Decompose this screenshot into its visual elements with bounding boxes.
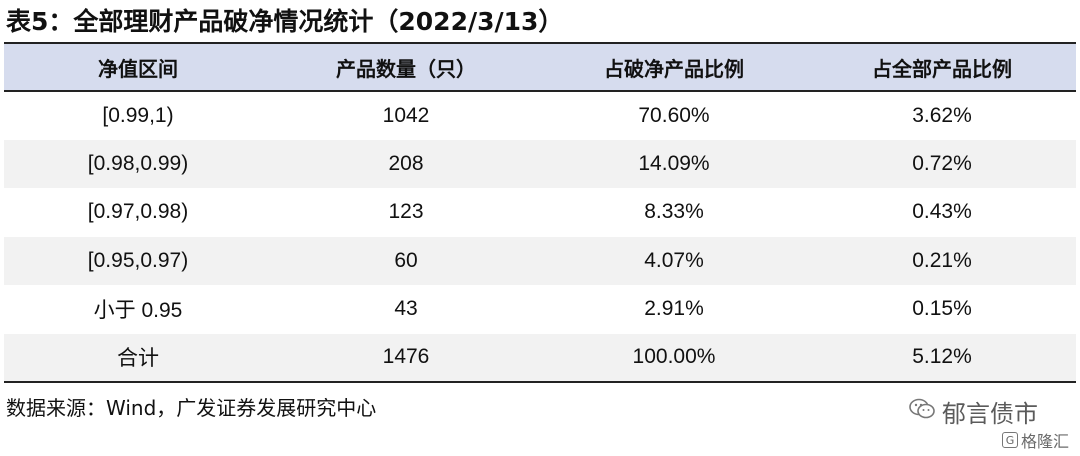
- watermark-brand: G 格隆汇: [1002, 428, 1069, 452]
- table-cell: 0.21%: [912, 248, 972, 272]
- table-cell: [0.97,0.98): [87, 200, 189, 224]
- table-cell: 5.12%: [808, 333, 1076, 383]
- table-cell: 3.62%: [912, 103, 972, 127]
- table-cell: 0.43%: [912, 200, 972, 224]
- table-cell: 4.07%: [644, 248, 704, 272]
- table-title: 表5：全部理财产品破净情况统计（2022/3/13）: [6, 7, 564, 36]
- brand-logo-icon: G: [1002, 432, 1018, 448]
- table-cell: [0.98,0.99): [87, 151, 189, 175]
- table-row: 小于 0.95 43 2.91% 0.15%: [4, 285, 1076, 334]
- table-row-total: 合计 1476 100.00% 5.12%: [4, 333, 1076, 383]
- data-table: 净值区间 产品数量（只） 占破净产品比例 占全部产品比例 [0.99,1) 10…: [4, 42, 1076, 383]
- column-header-nav-range: 净值区间: [4, 42, 272, 92]
- table-cell: 123: [388, 200, 424, 224]
- watermark-account: 郁言债市: [908, 394, 1038, 429]
- source-note: 数据来源：Wind，广发证券发展研究中心: [6, 396, 377, 420]
- watermark-account-name: 郁言债市: [942, 400, 1038, 428]
- table-row: [0.99,1) 1042 70.60% 3.62%: [4, 91, 1076, 140]
- table-cell: 43: [394, 297, 418, 321]
- column-header-product-count: 产品数量（只）: [272, 42, 540, 92]
- table-row: [0.98,0.99) 208 14.09% 0.72%: [4, 139, 1076, 188]
- column-header-share-of-below-par: 占破净产品比例: [540, 42, 808, 92]
- data-table-container: 净值区间 产品数量（只） 占破净产品比例 占全部产品比例 [0.99,1) 10…: [4, 42, 1076, 383]
- table-cell: 208: [388, 151, 424, 175]
- table-cell: 100.00%: [540, 333, 808, 383]
- table-cell: 小于 0.95: [93, 299, 183, 323]
- table-cell: 8.33%: [644, 200, 704, 224]
- table-cell: [0.95,0.97): [87, 248, 189, 272]
- table-cell: 2.91%: [644, 297, 704, 321]
- table-cell: 0.72%: [912, 151, 972, 175]
- column-header-share-of-all: 占全部产品比例: [808, 42, 1076, 92]
- table-cell: 合计: [4, 333, 272, 383]
- table-cell: 70.60%: [638, 103, 710, 127]
- table-cell: 1476: [272, 333, 540, 383]
- table-row: [0.95,0.97) 60 4.07% 0.21%: [4, 236, 1076, 285]
- table-row: [0.97,0.98) 123 8.33% 0.43%: [4, 188, 1076, 237]
- wechat-icon: [908, 397, 936, 427]
- table-cell: 60: [394, 248, 418, 272]
- watermark-brand-name: 格隆汇: [1021, 432, 1070, 451]
- table-cell: 1042: [382, 103, 430, 127]
- table-cell: [0.99,1): [102, 103, 174, 127]
- table-header-row: 净值区间 产品数量（只） 占破净产品比例 占全部产品比例: [4, 42, 1076, 92]
- table-cell: 0.15%: [912, 297, 972, 321]
- table-cell: 14.09%: [638, 151, 710, 175]
